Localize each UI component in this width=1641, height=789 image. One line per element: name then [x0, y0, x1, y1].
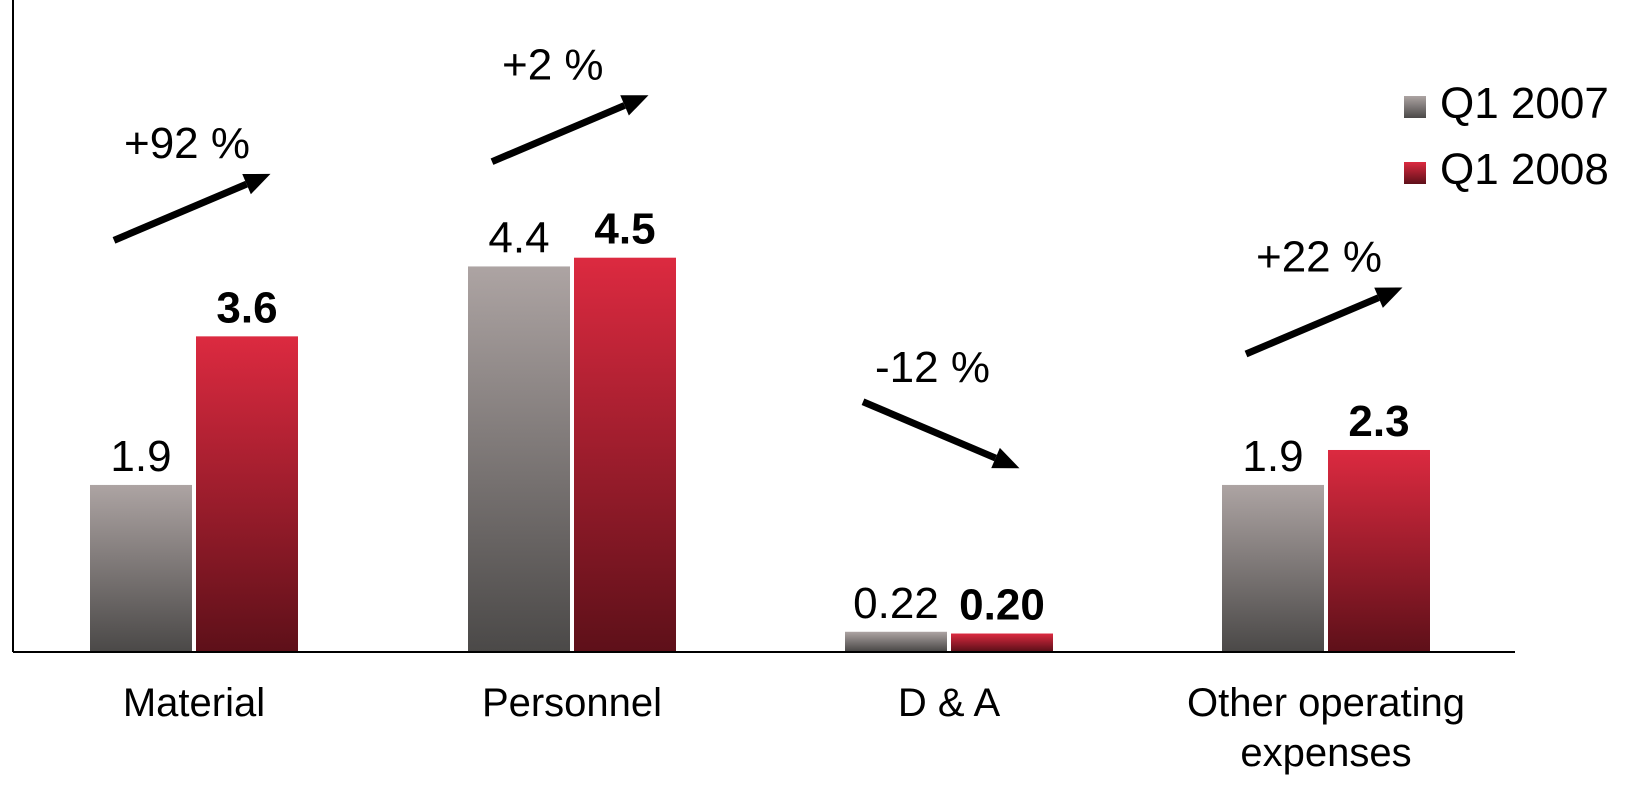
change-label-material: +92 % [124, 119, 250, 168]
value-label-other-operating-expenses-q1-2007: 1.9 [1242, 432, 1303, 481]
bar-personnel-q1-2007 [468, 266, 570, 651]
change-arrow-other-operating-expenses [1244, 294, 1380, 358]
value-label-personnel-q1-2007: 4.4 [488, 213, 549, 262]
legend-label-q1-2008: Q1 2008 [1440, 145, 1609, 194]
value-labels-layer: 1.9 3.6 4.4 4.5 0.22 0.20 1.9 2.3 [110, 205, 1409, 630]
bar-d-a-q1-2008 [951, 633, 1053, 651]
bars-layer [90, 257, 1430, 651]
bar-other-operating-expenses-q1-2008 [1328, 449, 1430, 651]
change-arrowhead-personnel [620, 95, 649, 116]
legend: Q1 2007 Q1 2008 [1404, 79, 1609, 194]
bar-other-operating-expenses-q1-2007 [1222, 484, 1324, 651]
legend-label-q1-2007: Q1 2007 [1440, 79, 1609, 128]
category-label-d-a: D & A [898, 681, 1001, 725]
category-label-personnel: Personnel [482, 681, 662, 725]
category-labels-layer: Material Personnel D & A Other operating exp… [123, 681, 1465, 775]
change-arrows-layer: +92 % +2 % -12 % +22 % [112, 40, 1403, 469]
category-label-other-operating-expenses: Other operating expenses [1187, 681, 1465, 775]
value-label-other-operating-expenses-q1-2008: 2.3 [1348, 397, 1409, 446]
change-label-personnel: +2 % [502, 40, 604, 89]
legend-swatch-q1-2007 [1404, 96, 1426, 118]
value-label-material-q1-2007: 1.9 [110, 432, 171, 481]
value-label-material-q1-2008: 3.6 [216, 283, 277, 332]
value-label-personnel-q1-2008: 4.5 [594, 205, 655, 254]
change-label-d-a: -12 % [875, 343, 990, 392]
category-label-material: Material [123, 681, 265, 725]
change-arrowhead-other-operating-expenses [1374, 287, 1403, 308]
value-label-d-a-q1-2007: 0.22 [853, 579, 939, 628]
change-label-other-operating-expenses: +22 % [1256, 233, 1382, 282]
bar-material-q1-2008 [196, 336, 298, 651]
legend-swatch-q1-2008 [1404, 162, 1426, 184]
change-arrow-d-a [861, 398, 997, 462]
change-arrow-material [112, 180, 248, 244]
change-arrowhead-d-a [991, 447, 1020, 469]
value-label-d-a-q1-2008: 0.20 [959, 581, 1045, 630]
bar-material-q1-2007 [90, 484, 192, 651]
bar-personnel-q1-2008 [574, 257, 676, 651]
change-arrowhead-material [242, 173, 271, 195]
bar-d-a-q1-2007 [845, 631, 947, 651]
change-arrow-personnel [490, 102, 626, 165]
